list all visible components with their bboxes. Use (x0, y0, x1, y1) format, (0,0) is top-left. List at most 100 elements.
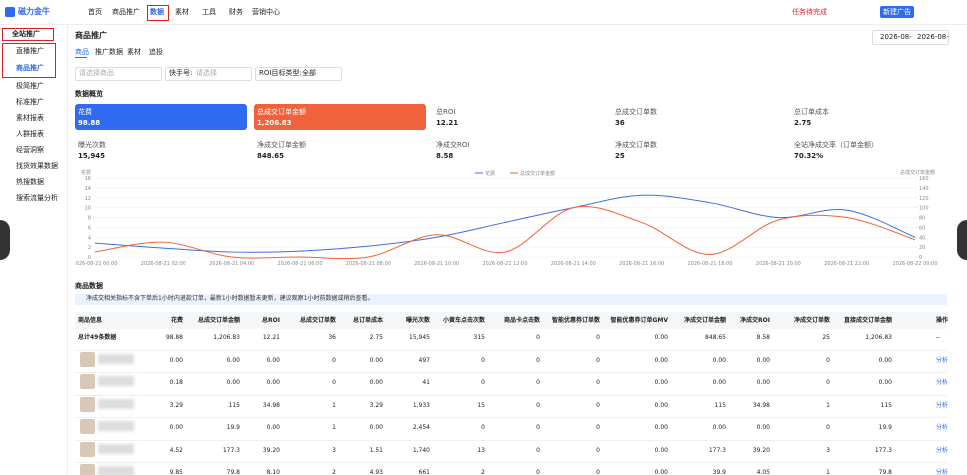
sidebar-item[interactable]: 热搜数据 (16, 178, 44, 186)
scroll-button[interactable] (0, 220, 10, 260)
x-tick-label: 2026-08-21 04:00 (209, 261, 254, 267)
table-cell: 177.3 (874, 446, 892, 454)
metric-value: 12.21 (436, 119, 459, 127)
metric-card[interactable] (254, 104, 426, 130)
sidebar-item[interactable]: 找货效果数据 (16, 162, 58, 170)
y2-tick-label: 40 (919, 235, 925, 241)
total-cell: 15,945 (409, 334, 430, 341)
nav-item[interactable]: 财务 (229, 8, 243, 16)
product-name-blurred (98, 353, 134, 364)
y-tick-label: 16 (85, 176, 91, 182)
table-cell: 8.10 (266, 469, 280, 475)
x-tick-label: 2026-08-21 12:00 (482, 261, 527, 267)
y2-tick-label: 140 (919, 186, 929, 192)
sidebar-item[interactable]: 极简推广 (16, 82, 44, 90)
x-tick-label: 2026-08-21 22:00 (824, 261, 869, 267)
tab[interactable]: 素材 (127, 48, 141, 56)
table-cell: 0.00 (712, 356, 726, 364)
table-cell: 0.00 (226, 356, 240, 364)
filter-value: 全部 (302, 69, 316, 77)
nav-item[interactable]: 素材 (175, 8, 189, 16)
total-cell: 12.21 (262, 334, 280, 341)
table-cell: 0 (481, 379, 485, 386)
table-cell: 0.00 (266, 424, 280, 431)
product-thumbnail (80, 374, 95, 389)
sidebar-item[interactable]: 标准推广 (16, 98, 44, 106)
table-cell: 0.00 (712, 379, 726, 386)
analyze-link[interactable]: 分析 (936, 356, 949, 364)
row-divider (75, 394, 947, 396)
tab[interactable]: 商品 (75, 48, 89, 56)
metric-value: 2.75 (794, 119, 812, 127)
table-cell: 2 (481, 469, 485, 475)
legend-label: 总成交订单金额 (520, 170, 555, 177)
analyze-link[interactable]: 分析 (936, 401, 949, 409)
column-header: 智能优惠券订单GMV (610, 317, 668, 324)
total-cell: 0.00 (654, 334, 668, 341)
tab[interactable]: 追投 (149, 48, 163, 56)
y2-tick-label: 0 (919, 255, 922, 261)
row-divider (75, 439, 947, 441)
table-cell: 41 (422, 379, 430, 386)
notice: 净成交相关指标不含下单后1小时内退款订单，最新1小时数据暂未更新，建议观察1小时… (86, 295, 374, 302)
nav-item[interactable]: 首页 (88, 8, 102, 16)
nav-item[interactable]: 商品推广 (112, 8, 140, 16)
task-link[interactable]: 任务待完成 (792, 8, 827, 16)
table-cell: 0.00 (654, 446, 668, 454)
analyze-link[interactable]: 分析 (936, 469, 949, 475)
table-cell: 0 (596, 356, 600, 364)
metric-label: 净成交ROI (436, 141, 470, 149)
nav-item[interactable]: 数据 (150, 8, 164, 16)
section-title: 商品数据 (75, 282, 103, 290)
analyze-link[interactable]: 分析 (936, 424, 949, 431)
y-tick-label: 6 (88, 225, 91, 231)
product-select[interactable] (75, 67, 162, 81)
table-cell: 0 (596, 469, 600, 475)
table-cell: 0.18 (169, 379, 183, 386)
table-cell: 2 (332, 469, 336, 475)
nav-item[interactable]: 营销中心 (252, 8, 280, 16)
table-cell: 0 (332, 356, 336, 364)
metric-card[interactable] (75, 104, 247, 130)
y2-tick-label: 120 (919, 196, 929, 202)
analyze-link[interactable]: 分析 (936, 446, 949, 454)
sidebar-item[interactable]: 人群报表 (16, 130, 44, 138)
create-button[interactable]: 新建广告 (880, 6, 914, 18)
product-thumbnail (80, 351, 95, 367)
tab[interactable]: 推广数据 (95, 48, 123, 56)
y2-tick-label: 60 (919, 225, 925, 231)
scroll-button[interactable] (957, 220, 967, 260)
y2-tick-label: 80 (919, 216, 925, 222)
analyze-link[interactable]: 分析 (936, 379, 949, 386)
date-picker[interactable] (872, 30, 949, 45)
account-select[interactable] (165, 67, 252, 81)
table-cell: 34.98 (752, 401, 770, 409)
y-tick-label: 10 (85, 206, 91, 212)
sidebar-item[interactable]: 经营洞察 (16, 146, 44, 154)
row-divider (75, 417, 947, 418)
metric-label: 花费 (78, 108, 92, 116)
table-cell: 34.98 (262, 401, 280, 409)
sidebar-item[interactable]: 搜索流量分析 (16, 194, 58, 202)
column-header: 总成交订单金额 (197, 317, 240, 324)
metric-label: 全站净成交率（订单金额） (794, 141, 878, 149)
table-cell: 0 (536, 446, 540, 454)
metric-value: 25 (615, 152, 625, 160)
roi-select[interactable] (255, 67, 342, 81)
table-cell: 13 (477, 446, 485, 454)
table-cell: 0.00 (266, 356, 280, 364)
metric-label: 曝光次数 (78, 141, 106, 149)
highlight (2, 28, 54, 41)
brand: 磁力金牛 (18, 7, 50, 16)
table-cell: 0.00 (654, 356, 668, 364)
filter-label: ROI目标类型: (259, 69, 302, 77)
sidebar-item[interactable]: 商品推广 (16, 64, 44, 72)
column-header: 商品信息 (78, 317, 103, 324)
total-cell: 总计49条数据 (78, 334, 117, 341)
sidebar-item[interactable]: 素材报表 (16, 114, 44, 122)
nav-item[interactable]: 工具 (202, 8, 216, 16)
table-cell: 0 (536, 356, 540, 364)
sidebar-item[interactable]: 直播推广 (16, 47, 44, 55)
table-cell: 0.00 (169, 356, 183, 364)
table-cell: 0.00 (226, 379, 240, 386)
